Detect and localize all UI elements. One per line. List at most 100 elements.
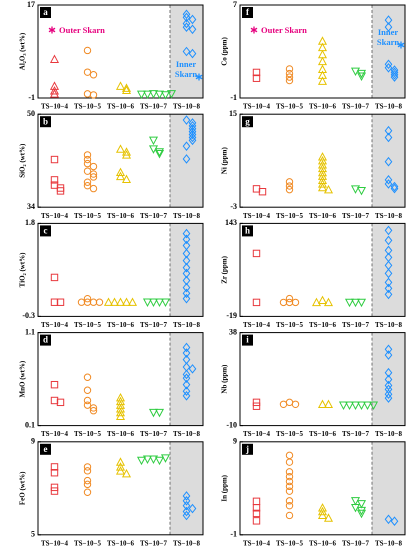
panel-label-box [242, 7, 253, 18]
panel-label-box [242, 225, 253, 237]
point [89, 170, 98, 178]
point [182, 12, 191, 23]
point [182, 248, 191, 259]
point [350, 67, 361, 77]
panel-label-box [40, 7, 51, 18]
y-tick-label: -10 [226, 420, 237, 429]
x-tick-label: TS−10−6 [107, 103, 135, 111]
point [182, 288, 191, 299]
point [50, 273, 59, 282]
point [350, 185, 361, 194]
plot-frame [239, 113, 406, 208]
point [323, 297, 334, 307]
y-axis-label: Co (ppm) [221, 37, 229, 66]
point [50, 155, 59, 164]
point [115, 457, 126, 466]
point [252, 402, 261, 410]
point [384, 62, 393, 73]
x-tick-label: TS−10−8 [173, 321, 201, 329]
x-tick-label: TS−10−4 [243, 430, 271, 438]
point [115, 297, 126, 306]
y-axis-label: TiO₂ (wt%) [19, 252, 27, 287]
x-tick-label: TS−10−5 [276, 539, 304, 547]
panel-label-box [40, 116, 51, 128]
y-axis-label: FeO (wt%) [19, 471, 27, 505]
point [285, 501, 294, 510]
x-tick-label: TS−10−6 [309, 430, 337, 438]
point [384, 156, 393, 167]
point [344, 401, 355, 411]
point [182, 369, 191, 380]
annotation-inner: Inner [378, 27, 399, 37]
point [317, 399, 328, 408]
point [252, 185, 261, 193]
panel-label: c [44, 225, 48, 235]
point [317, 506, 328, 516]
point [56, 398, 65, 407]
y-axis-label: Al₂O₃ (wt%) [19, 32, 27, 70]
x-tick-label: TS−10−8 [375, 321, 403, 329]
point [115, 407, 126, 417]
point [89, 71, 98, 79]
point [77, 298, 86, 306]
point [83, 480, 92, 489]
x-tick-label: TS−10−4 [243, 103, 271, 111]
point [252, 504, 261, 512]
point [49, 86, 60, 95]
x-tick-label: TS−10−7 [342, 212, 370, 220]
point [89, 184, 98, 193]
point [188, 135, 197, 146]
panel-label: e [44, 444, 48, 454]
point [89, 162, 98, 171]
x-tick-label: TS−10−8 [173, 430, 201, 438]
y-tick-label: -0.3 [22, 311, 35, 320]
point [50, 298, 59, 306]
x-tick-label: TS−10−7 [140, 212, 168, 220]
point [182, 348, 191, 358]
point [291, 298, 300, 307]
x-tick-label: TS−10−4 [243, 539, 271, 547]
point [323, 399, 334, 408]
annotation-inner: Inner [176, 59, 197, 69]
point [384, 22, 393, 32]
x-tick-label: TS−10−5 [74, 321, 102, 329]
y-tick-label: 9 [31, 437, 35, 446]
point [148, 145, 159, 154]
point [384, 15, 393, 25]
point [368, 401, 379, 411]
point [182, 491, 191, 501]
point [182, 506, 191, 517]
point [317, 295, 328, 305]
point [285, 458, 294, 466]
point [142, 455, 153, 464]
point [356, 72, 367, 82]
x-tick-label: TS−10−8 [375, 212, 403, 220]
point [154, 456, 165, 466]
point [182, 386, 191, 396]
point [285, 65, 294, 73]
point [317, 510, 328, 519]
point [338, 401, 349, 411]
y-tick-label: 17 [27, 0, 35, 9]
point [384, 59, 393, 70]
y-axis-label: SiO₂ (wt%) [19, 143, 27, 178]
point [83, 488, 92, 496]
point [384, 367, 393, 378]
panel-label: a [43, 7, 48, 17]
point [115, 466, 126, 475]
point [121, 297, 132, 306]
point [50, 176, 59, 184]
x-tick-label: TS−10−5 [74, 539, 102, 547]
point [83, 167, 92, 175]
point [356, 298, 367, 308]
x-tick-label: TS−10−7 [140, 539, 168, 547]
point [83, 294, 92, 303]
point [56, 187, 65, 195]
point [89, 407, 98, 415]
point [50, 483, 59, 492]
point [285, 497, 294, 505]
panel-label-box [40, 334, 51, 346]
x-tick-label: TS−10−4 [41, 539, 69, 547]
point [285, 69, 294, 78]
point [49, 89, 60, 98]
